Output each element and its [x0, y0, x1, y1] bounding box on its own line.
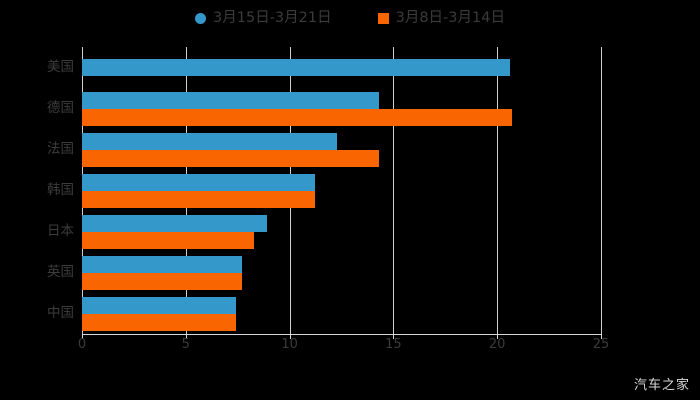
- category-label: 德国: [47, 99, 74, 116]
- x-axis-tick: [497, 334, 499, 339]
- bar-series1: [82, 296, 236, 314]
- category-label: 中国: [47, 304, 74, 321]
- bar-series1: [82, 173, 315, 191]
- gridline: [601, 47, 602, 334]
- bar-series2: [82, 272, 242, 290]
- category-label: 日本: [47, 222, 74, 239]
- bar-series2: [82, 231, 255, 249]
- x-axis-tick: [393, 334, 395, 339]
- x-axis-tick: [185, 334, 187, 339]
- category-label: 法国: [47, 140, 74, 157]
- gridline: [497, 47, 499, 334]
- x-axis-tick: [601, 334, 602, 339]
- legend-swatch-square-icon: [377, 12, 389, 24]
- bar-series1: [82, 255, 242, 273]
- legend-item-series2[interactable]: 3月8日-3月14日: [377, 9, 505, 26]
- x-axis-tick-label: 20: [488, 337, 506, 352]
- bar-series1: [82, 59, 510, 76]
- legend-swatch-circle-icon: [195, 12, 207, 24]
- x-axis-tick-label: 15: [385, 337, 402, 352]
- x-axis-tick-label: 0: [77, 337, 87, 352]
- bar-series1: [82, 214, 267, 232]
- legend-item-series1[interactable]: 3月15日-3月21日: [195, 11, 332, 26]
- legend-label-series2: 3月8日-3月14日: [395, 9, 505, 26]
- x-axis-tick-label: 10: [281, 337, 298, 352]
- bar-series2: [82, 108, 512, 126]
- chart-legend: 3月15日-3月21日 3月8日-3月14日: [0, 6, 700, 30]
- bar-series1: [82, 132, 338, 150]
- watermark: 汽车之家: [633, 378, 690, 393]
- category-label: 美国: [47, 58, 74, 75]
- x-axis-tick-label: 25: [592, 337, 610, 352]
- bar-series2: [82, 313, 236, 331]
- category-label: 英国: [47, 263, 74, 280]
- category-label: 韩国: [47, 181, 74, 198]
- bar-series2: [82, 190, 315, 208]
- x-axis-tick-label: 5: [181, 337, 190, 352]
- gridline: [393, 47, 395, 334]
- bar-series2: [82, 149, 379, 167]
- x-axis-line: [82, 334, 602, 335]
- x-axis-tick: [289, 334, 291, 339]
- x-axis-tick: [82, 334, 83, 339]
- category-axis: 美国德国法国韩国日本英国中国: [0, 0, 74, 400]
- legend-label-series1: 3月15日-3月21日: [213, 9, 332, 26]
- bar-series1: [82, 91, 379, 109]
- plot-area: [82, 47, 602, 334]
